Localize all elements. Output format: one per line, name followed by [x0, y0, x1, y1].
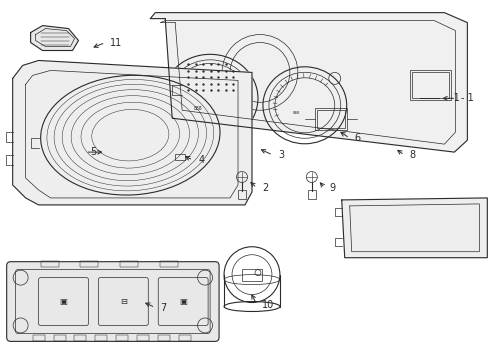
- Text: ▣: ▣: [60, 297, 68, 306]
- Bar: [74, 336, 86, 341]
- Text: 2: 2: [262, 183, 268, 193]
- Bar: [96, 336, 107, 341]
- Text: - 1: - 1: [462, 93, 474, 103]
- Bar: [420, 214, 432, 242]
- Text: 6: 6: [355, 133, 361, 143]
- Text: 3: 3: [278, 150, 284, 160]
- Bar: [412, 72, 449, 98]
- Text: 11: 11: [110, 37, 122, 48]
- Text: 10: 10: [262, 300, 274, 310]
- Text: ⊟: ⊟: [120, 297, 127, 306]
- Bar: [410, 71, 451, 100]
- Text: 4: 4: [198, 155, 204, 165]
- Bar: [116, 336, 128, 341]
- Bar: [315, 108, 347, 130]
- Text: - 1: - 1: [447, 93, 460, 103]
- Bar: [33, 336, 45, 341]
- Text: 888: 888: [293, 111, 300, 115]
- Bar: [158, 336, 170, 341]
- Bar: [175, 154, 185, 160]
- Bar: [179, 336, 191, 341]
- Bar: [80, 261, 98, 267]
- Text: 8: 8: [410, 150, 416, 160]
- Bar: [317, 110, 345, 128]
- Polygon shape: [342, 198, 488, 258]
- Bar: [308, 190, 316, 199]
- Bar: [401, 211, 451, 245]
- Text: 9: 9: [330, 183, 336, 193]
- Bar: [160, 261, 178, 267]
- Text: ▣: ▣: [179, 297, 187, 306]
- Polygon shape: [150, 13, 467, 152]
- Polygon shape: [13, 60, 252, 205]
- Bar: [238, 190, 246, 199]
- Text: 5: 5: [91, 147, 97, 157]
- Bar: [436, 214, 447, 242]
- FancyBboxPatch shape: [7, 262, 219, 341]
- Text: 7: 7: [160, 302, 167, 312]
- Text: 888: 888: [194, 106, 202, 111]
- Polygon shape: [30, 26, 78, 50]
- Bar: [137, 336, 149, 341]
- Bar: [405, 214, 416, 242]
- Bar: [242, 269, 262, 280]
- Bar: [41, 261, 58, 267]
- Bar: [121, 261, 138, 267]
- Bar: [53, 336, 66, 341]
